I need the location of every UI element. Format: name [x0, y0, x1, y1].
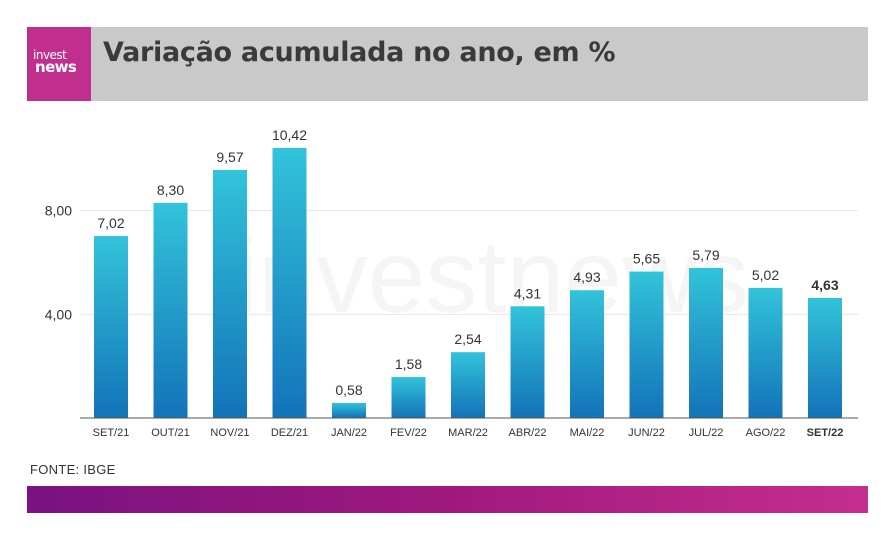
bar — [808, 298, 842, 418]
x-category-label: DEZ/21 — [271, 427, 308, 439]
x-category-label: SET/21 — [93, 427, 130, 439]
bar — [94, 236, 128, 418]
bar-value-label: 0,58 — [335, 382, 362, 398]
bar-value-label: 4,93 — [573, 269, 600, 285]
bar-value-label: 5,79 — [692, 247, 719, 263]
bar-value-label: 7,02 — [97, 215, 124, 231]
bar — [213, 169, 247, 418]
bar — [451, 352, 485, 418]
bar-value-label: 4,63 — [811, 277, 838, 293]
x-category-label: MAR/22 — [448, 427, 488, 439]
x-category-label: OUT/21 — [151, 427, 190, 439]
bar — [629, 271, 664, 418]
bar — [570, 290, 604, 418]
bar-value-label: 8,30 — [157, 182, 184, 198]
bar-value-label: 1,58 — [395, 356, 422, 372]
bar-value-label: 5,65 — [633, 251, 660, 267]
x-category-label: NOV/21 — [210, 427, 249, 439]
bar — [510, 306, 545, 418]
header-bar: invest news Variação acumulada no ano, e… — [27, 27, 868, 101]
x-category-label: AGO/22 — [746, 427, 786, 439]
investnews-logo: invest news — [27, 27, 91, 101]
x-category-label: SET/22 — [807, 427, 844, 439]
bar-value-label: 9,57 — [216, 149, 243, 165]
bar — [689, 267, 723, 418]
bar — [332, 402, 366, 418]
x-category-label: JUL/22 — [689, 427, 724, 439]
footer-bar — [27, 486, 868, 513]
x-category-label: JUN/22 — [628, 427, 665, 439]
bar — [153, 202, 188, 418]
source-note: FONTE: IBGE — [30, 462, 116, 477]
bar-value-label: 5,02 — [752, 267, 779, 283]
logo-text-news: news — [35, 58, 77, 76]
y-tick-label: 8,00 — [45, 203, 72, 219]
logo-text-invest: invest — [33, 48, 67, 62]
bar-value-label: 4,31 — [514, 285, 541, 301]
chart-title: Variação acumulada no ano, em % — [103, 37, 616, 68]
x-category-label: MAI/22 — [570, 427, 605, 439]
bar-value-label: 10,42 — [272, 127, 307, 143]
bar — [391, 377, 426, 418]
watermark-text: investnews — [235, 219, 749, 335]
x-category-label: JAN/22 — [331, 427, 367, 439]
x-category-label: ABR/22 — [509, 427, 547, 439]
bar-value-label: 2,54 — [454, 331, 481, 347]
y-tick-label: 4,00 — [45, 306, 72, 322]
bar — [272, 147, 307, 418]
bar — [748, 287, 783, 418]
x-category-label: FEV/22 — [390, 427, 427, 439]
